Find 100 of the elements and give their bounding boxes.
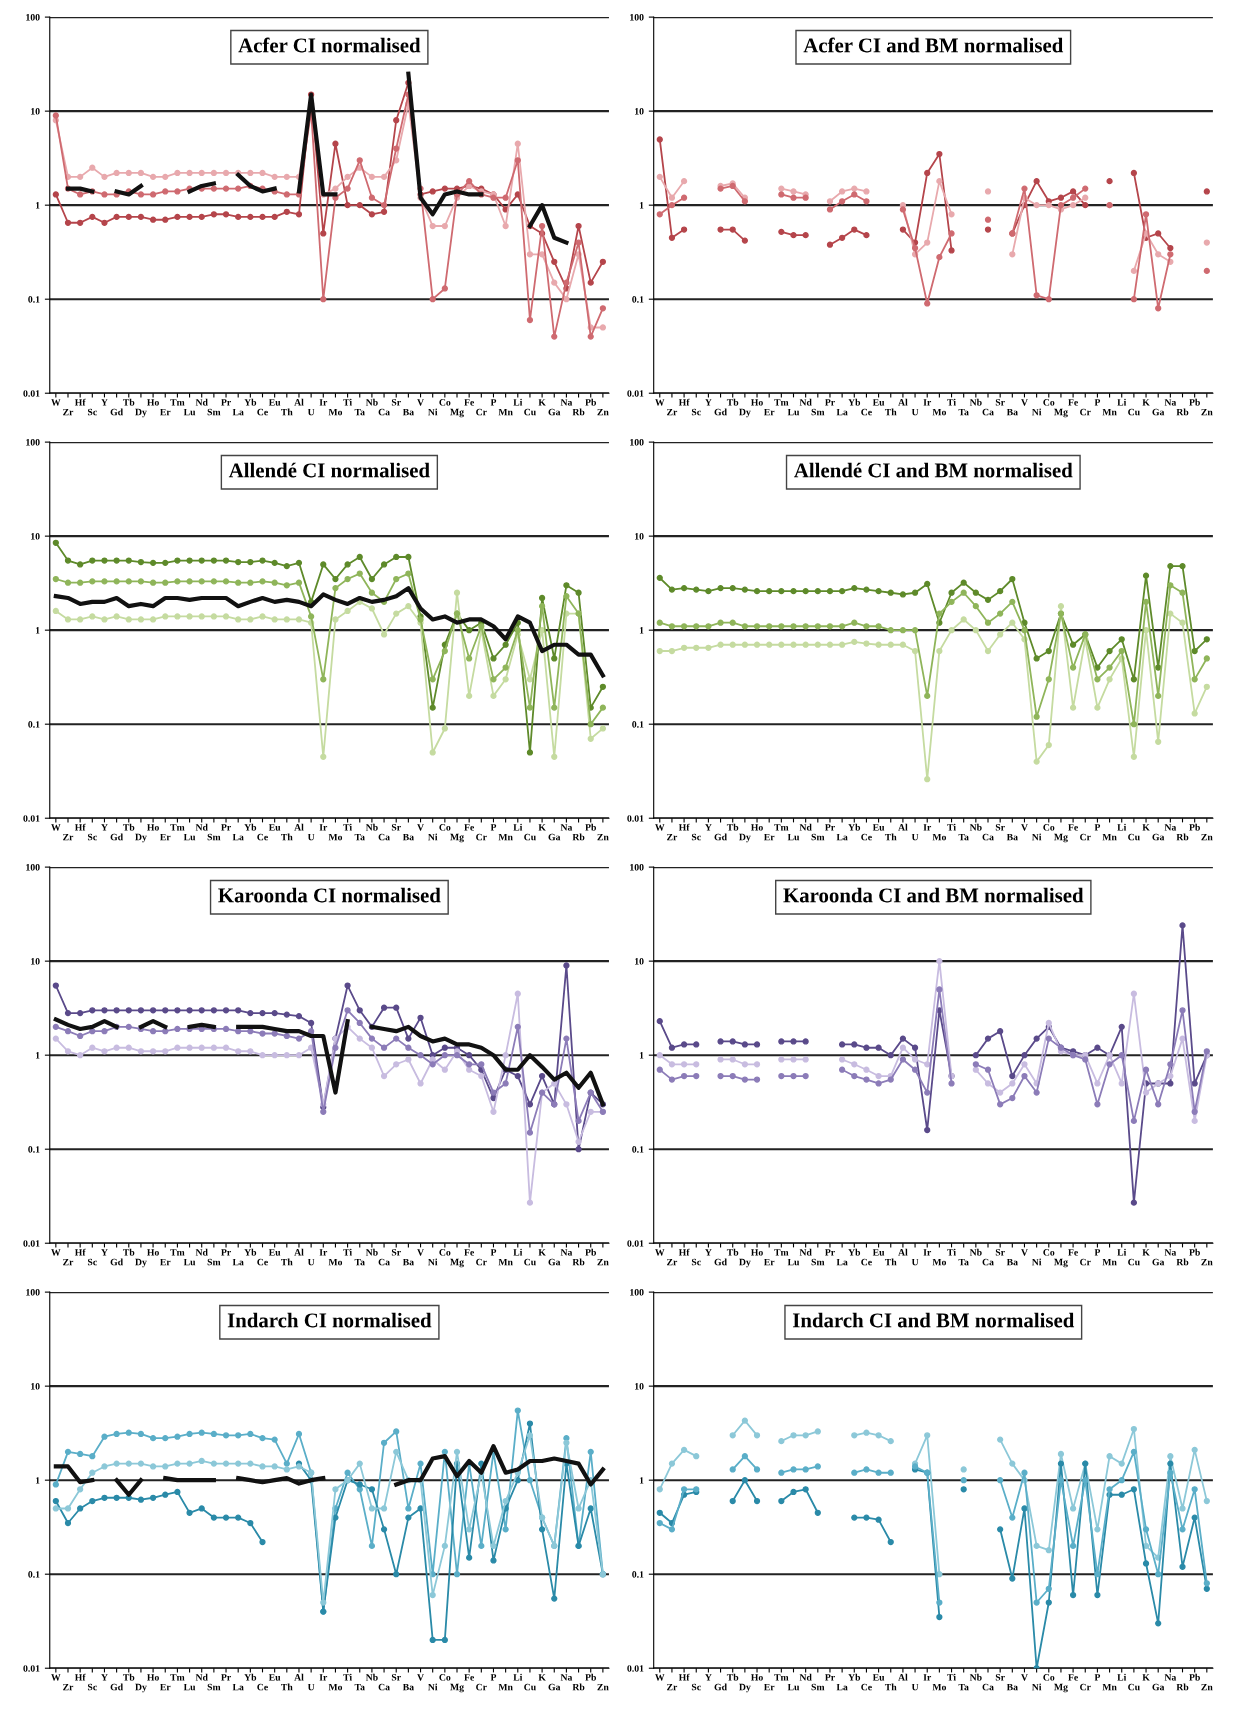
x-tick-label: Gd	[110, 833, 123, 841]
x-tick-label: Tm	[170, 1249, 185, 1256]
x-tick-label: Y	[705, 1674, 712, 1681]
x-tick-label: Ba	[402, 1683, 414, 1691]
y-tick-label: 10	[635, 108, 644, 115]
x-tick-label: Al	[294, 823, 304, 831]
x-tick-label: Cr	[476, 1683, 487, 1691]
x-tick-label: Pr	[221, 824, 231, 831]
y-tick-label: 1	[35, 1052, 40, 1059]
x-tick-label: Nd	[195, 823, 208, 831]
x-tick-label: Fe	[1068, 399, 1078, 406]
x-tick-label: Al	[294, 1248, 304, 1256]
y-tick-label: 100	[630, 439, 644, 446]
x-tick-label: Mg	[1054, 408, 1068, 418]
x-tick-label: Yb	[244, 398, 257, 406]
x-tick-label: K	[538, 399, 546, 406]
x-tick-label: Cu	[524, 833, 536, 841]
x-tick-label: Th	[884, 833, 897, 841]
x-tick-label: Ta	[958, 1683, 969, 1691]
x-tick-label: Sc	[691, 1258, 701, 1266]
x-tick-label: W	[655, 1674, 665, 1681]
x-tick-label: Ti	[947, 823, 956, 831]
x-tick-label: V	[417, 1249, 424, 1256]
x-tick-label: Mn	[1102, 408, 1117, 416]
x-tick-label: Sm	[811, 833, 825, 841]
x-tick-label: Gd	[714, 1258, 727, 1266]
x-tick-label: W	[655, 1249, 665, 1256]
x-tick-label: Ir	[923, 1674, 932, 1681]
x-tick-label: Tm	[774, 1249, 789, 1256]
x-tick-label: Na	[1164, 399, 1177, 406]
x-tick-label: Zn	[1201, 1258, 1213, 1266]
x-tick-label: W	[51, 824, 61, 831]
x-tick-label: La	[836, 833, 848, 841]
x-tick-label: Lu	[787, 1258, 800, 1266]
x-tick-label: Mg	[1054, 1683, 1068, 1693]
x-tick-label: Mn	[498, 833, 513, 841]
x-tick-label: V	[417, 1674, 424, 1681]
x-tick-label: Nd	[195, 398, 208, 406]
x-tick-label: Pb	[585, 1673, 597, 1681]
x-tick-label: U	[307, 408, 315, 416]
x-tick-label: Lu	[183, 1258, 196, 1266]
x-tick-label: Yb	[848, 823, 861, 831]
x-tick-label: Zn	[597, 1683, 609, 1691]
x-tick-label: Ta	[958, 833, 969, 841]
x-tick-label: Gd	[110, 408, 123, 416]
x-tick-label: Na	[1164, 1674, 1177, 1681]
x-tick-label: Rb	[1176, 1258, 1189, 1266]
x-tick-label: Dy	[739, 1683, 751, 1693]
x-tick-label: U	[911, 408, 919, 416]
x-tick-label: Mn	[1102, 1258, 1117, 1266]
y-tick-label: 1	[35, 627, 40, 634]
x-tick-label: Mn	[498, 408, 513, 416]
y-tick-label: 1	[639, 627, 644, 634]
x-tick-label: La	[232, 1683, 244, 1691]
x-tick-label: Ga	[548, 1258, 561, 1266]
x-tick-label: Ir	[319, 824, 328, 831]
x-tick-label: Nd	[799, 1248, 812, 1256]
x-tick-label: Yb	[848, 398, 861, 406]
x-tick-label: Ir	[923, 824, 932, 831]
x-tick-label: Pb	[1189, 823, 1200, 831]
x-tick-label: Na	[1164, 1249, 1177, 1256]
x-tick-label: Tb	[122, 1673, 135, 1681]
y-tick-label: 1	[35, 1477, 40, 1484]
x-tick-label: Ca	[378, 833, 390, 841]
x-tick-label: Mo	[932, 1683, 947, 1691]
x-tick-label: Tb	[726, 398, 739, 406]
x-tick-label: Ga	[548, 833, 561, 841]
text: Indarch CI and BM normalised	[792, 1312, 1075, 1328]
x-tick-label: Lu	[183, 833, 196, 841]
x-tick-label: Nd	[799, 1673, 812, 1681]
x-tick-label: Na	[560, 824, 573, 831]
x-tick-label: Th	[884, 1258, 897, 1266]
x-tick-label: Ti	[343, 1673, 352, 1681]
x-tick-label: Tm	[774, 824, 789, 831]
x-tick-label: Sr	[391, 824, 401, 831]
x-tick-label: Al	[898, 398, 908, 406]
x-tick-label: Hf	[74, 1248, 86, 1256]
x-tick-label: Cu	[524, 1258, 536, 1266]
x-tick-label: Nd	[799, 823, 812, 831]
x-tick-label: La	[232, 833, 244, 841]
y-tick-label: 100	[630, 864, 644, 871]
x-tick-label: La	[232, 408, 244, 416]
x-tick-label: Rb	[1176, 408, 1189, 416]
x-tick-label: Dy	[135, 1683, 147, 1693]
x-tick-label: Eu	[872, 824, 885, 831]
x-tick-label: P	[1094, 1249, 1101, 1256]
x-tick-label: Al	[294, 398, 304, 406]
x-tick-label: Nb	[365, 1673, 378, 1681]
x-tick-label: Ir	[319, 1249, 328, 1256]
x-tick-label: Nb	[969, 823, 982, 831]
x-tick-label: Cr	[1080, 408, 1091, 416]
x-tick-label: Hf	[74, 1673, 86, 1681]
x-tick-label: Yb	[244, 1248, 257, 1256]
x-tick-label: Co	[439, 1674, 451, 1681]
y-tick-label: 0.01	[627, 1665, 644, 1672]
x-tick-label: Eu	[872, 399, 885, 406]
x-tick-label: Tb	[726, 823, 739, 831]
x-tick-label: Sm	[811, 1683, 825, 1691]
y-tick-label: 0.01	[23, 1665, 40, 1672]
y-tick-label: 1	[639, 1052, 644, 1059]
